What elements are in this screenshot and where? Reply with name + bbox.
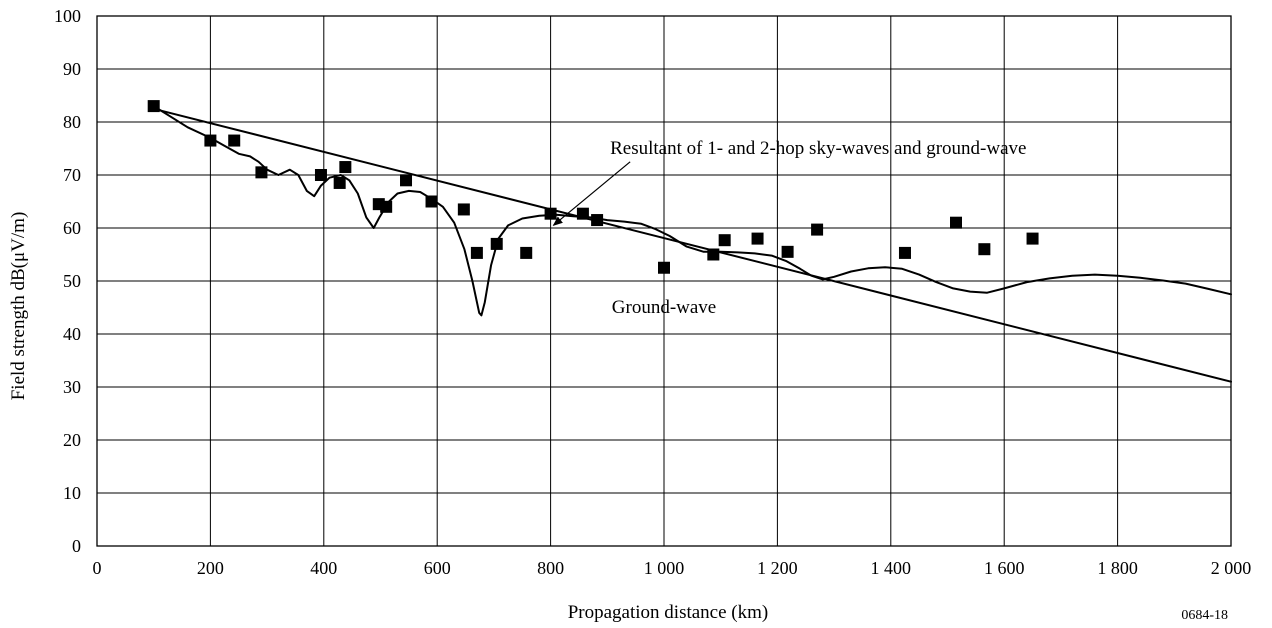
- x-tick-label: 1 400: [871, 558, 912, 578]
- figure-code: 0684-18: [1181, 608, 1228, 623]
- y-tick-label: 20: [63, 430, 81, 450]
- measured-point: [470, 246, 483, 259]
- y-tick-label: 100: [54, 6, 81, 26]
- y-axis-tick-labels: 0 10 20 30 40 50 60 70 80 90 100: [54, 6, 81, 556]
- measured-point: [425, 195, 438, 208]
- measured-point: [457, 203, 470, 216]
- measured-point: [400, 174, 413, 187]
- measured-point: [520, 246, 533, 259]
- measured-point: [781, 245, 794, 258]
- y-axis-title: Field strength dB(μV/m): [8, 212, 29, 401]
- annotation-resultant-label: Resultant of 1- and 2-hop sky-waves and …: [610, 138, 1026, 159]
- measured-point: [591, 214, 604, 227]
- measured-point: [978, 243, 991, 256]
- measured-point: [718, 234, 731, 247]
- x-tick-label: 400: [310, 558, 337, 578]
- x-tick-label: 200: [197, 558, 224, 578]
- measured-point: [576, 207, 589, 220]
- y-tick-label: 0: [72, 536, 81, 556]
- y-tick-label: 30: [63, 377, 81, 397]
- annotation-arrow: [552, 161, 631, 226]
- grid: [96, 15, 1232, 547]
- x-tick-label: 2 000: [1211, 558, 1252, 578]
- measured-point: [204, 134, 217, 147]
- measured-point: [751, 232, 764, 245]
- measured-point: [339, 161, 352, 174]
- y-tick-label: 80: [63, 112, 81, 132]
- measured-point: [898, 246, 911, 259]
- x-tick-label: 800: [537, 558, 564, 578]
- annotations: Resultant of 1- and 2-hop sky-waves and …: [552, 138, 1026, 318]
- annotation-ground-wave-label: Ground-wave: [612, 297, 716, 318]
- measured-point: [147, 100, 160, 113]
- ground-wave-line: [152, 107, 1232, 383]
- x-tick-label: 1 000: [644, 558, 685, 578]
- measured-point: [255, 166, 268, 179]
- x-tick-label: 1 600: [984, 558, 1025, 578]
- x-tick-label: 0: [93, 558, 102, 578]
- measured-point: [314, 169, 327, 181]
- measured-point: [811, 223, 824, 236]
- y-tick-label: 40: [63, 324, 81, 344]
- measured-point: [380, 200, 393, 213]
- y-tick-label: 70: [63, 165, 81, 185]
- measured-point: [544, 207, 557, 220]
- y-tick-label: 50: [63, 271, 81, 291]
- y-tick-label: 60: [63, 218, 81, 238]
- measured-point: [658, 261, 670, 274]
- x-tick-label: 1 800: [1097, 558, 1138, 578]
- y-tick-label: 90: [63, 59, 81, 79]
- measured-point: [228, 134, 241, 147]
- x-axis-title: Propagation distance (km): [568, 602, 769, 623]
- y-tick-label: 10: [63, 483, 81, 503]
- x-axis-tick-labels: 0 200 400 600 800 1 000 1 200 1 400 1 600 1 800 2 …: [93, 558, 1252, 578]
- measured-point: [707, 248, 720, 261]
- x-tick-label: 1 200: [757, 558, 798, 578]
- measured-point: [950, 216, 963, 229]
- measured-point: [333, 176, 346, 189]
- x-tick-label: 600: [424, 558, 451, 578]
- measured-point: [1026, 232, 1039, 245]
- series: [147, 100, 1232, 383]
- measured-point: [490, 237, 503, 250]
- plot-frame: [96, 15, 1232, 547]
